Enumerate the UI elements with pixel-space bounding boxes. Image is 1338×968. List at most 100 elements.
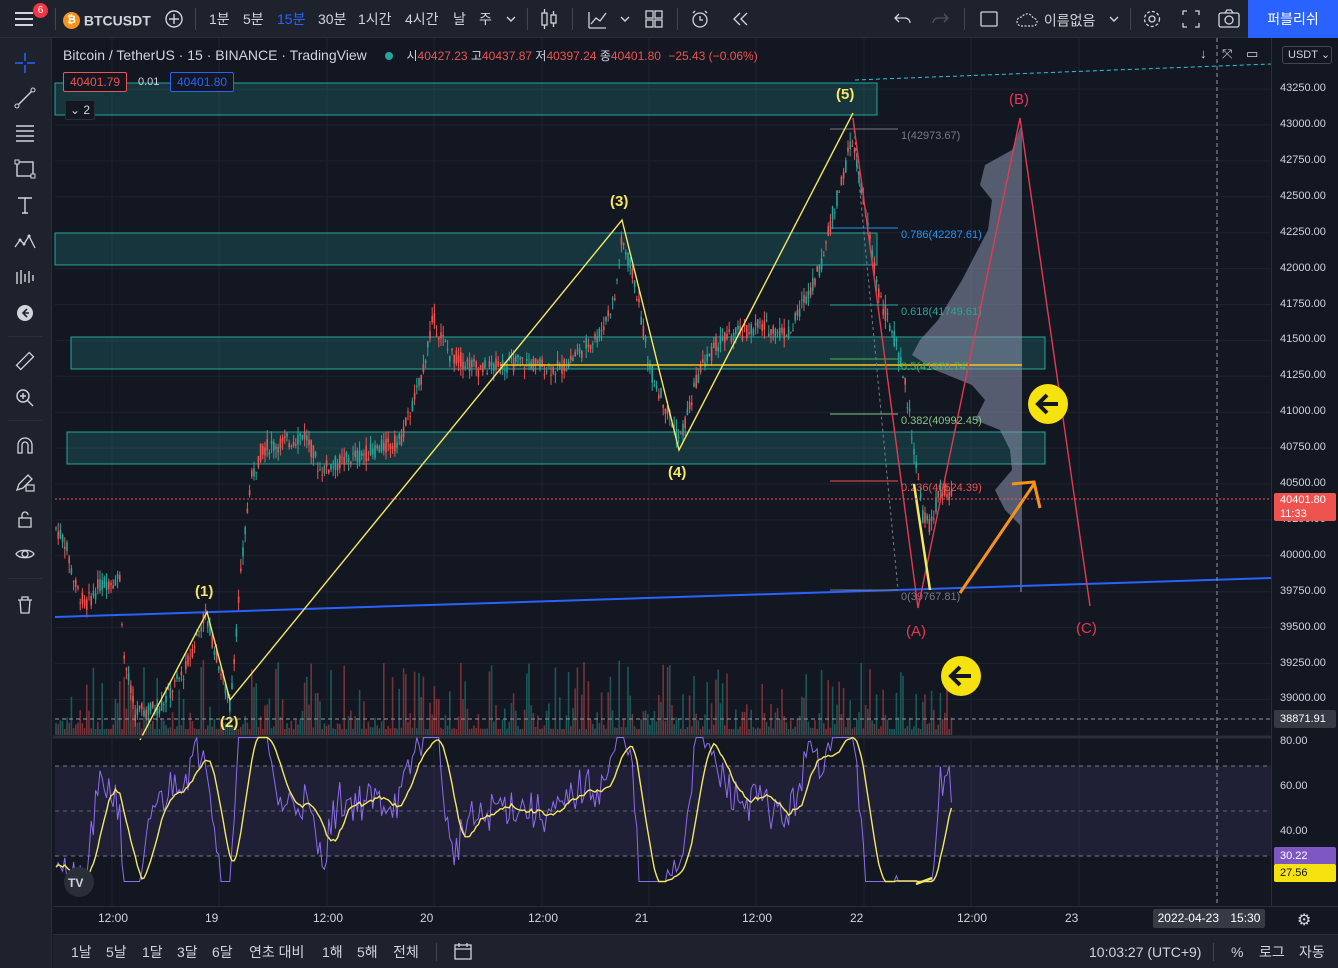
rectangle-tool-icon[interactable] xyxy=(10,154,40,184)
collapse-icon[interactable]: ⤧ xyxy=(1222,46,1233,61)
bid-price-box[interactable]: 40401.79 xyxy=(63,72,128,92)
crosshair-time: 15:30 xyxy=(1230,911,1261,925)
symbol-search-button[interactable]: ₿ BTCUSDT xyxy=(63,0,151,38)
price-label: 41500.00 xyxy=(1280,333,1326,346)
interval-1h[interactable]: 1시간 xyxy=(358,11,392,27)
replay-icon[interactable] xyxy=(729,0,751,38)
arrow-down-icon[interactable]: ↓ xyxy=(1200,46,1207,61)
divider xyxy=(1213,943,1214,961)
text-tool-icon[interactable] xyxy=(10,190,40,220)
log-scale-toggle[interactable]: 로그 xyxy=(1259,944,1285,960)
trendline-tool-icon[interactable] xyxy=(10,83,40,113)
indicators-dropdown-chevron-icon[interactable] xyxy=(618,0,632,38)
bar-countdown: 11:33 xyxy=(1280,508,1307,520)
last-price-value: 40401.80 xyxy=(1280,494,1326,506)
eye-icon[interactable] xyxy=(10,539,40,569)
wave-c-label: (C) xyxy=(1076,620,1097,637)
notification-badge: 6 xyxy=(33,3,48,18)
layout-grid-icon[interactable] xyxy=(643,0,665,38)
magnet-icon[interactable] xyxy=(10,431,40,461)
price-label: 42000.00 xyxy=(1280,261,1326,274)
ask-price-box[interactable]: 40401.80 xyxy=(170,72,235,92)
time-label: 19 xyxy=(205,911,219,925)
interval-1d[interactable]: 날 xyxy=(453,11,466,27)
menu-icon[interactable] xyxy=(14,0,36,38)
gear-icon[interactable]: ⚙ xyxy=(1297,912,1312,929)
fib-0-label: 0(39767.81) xyxy=(901,591,960,603)
layout-save-button[interactable]: 이름없음 xyxy=(1014,0,1095,38)
time-label: 12:00 xyxy=(313,911,344,925)
legend-title[interactable]: Bitcoin / TetherUS · 15 · BINANCE · Trad… xyxy=(63,47,367,63)
rsi-60-label: 60.00 xyxy=(1280,780,1308,792)
currency-select[interactable]: USDT ⌄ xyxy=(1282,46,1332,64)
interval-15m[interactable]: 15분 xyxy=(277,11,306,27)
crosshair-price-tag: 38871.91 xyxy=(1274,710,1336,728)
range-3m[interactable]: 3달 xyxy=(177,944,198,960)
interval-30m[interactable]: 30분 xyxy=(318,11,347,27)
indicators-icon[interactable] xyxy=(586,0,608,38)
candle-type-icon[interactable] xyxy=(538,0,560,38)
alert-clock-icon[interactable] xyxy=(689,0,711,38)
crosshair-icon[interactable] xyxy=(10,48,40,78)
percent-scale-toggle[interactable]: % xyxy=(1231,944,1244,960)
rsi-80-label: 80.00 xyxy=(1280,735,1308,747)
zoom-in-icon[interactable] xyxy=(10,383,40,413)
timezone-clock[interactable]: 10:03:27 (UTC+9) xyxy=(1089,944,1202,960)
back-arrow-icon[interactable] xyxy=(10,298,40,328)
volume-bars xyxy=(55,660,953,735)
divider xyxy=(572,8,573,30)
candlesticks xyxy=(55,132,953,727)
interval-1w[interactable]: 주 xyxy=(479,11,492,27)
time-label: 12:00 xyxy=(957,911,988,925)
chart-legend: Bitcoin / TetherUS · 15 · BINANCE · Trad… xyxy=(63,44,758,66)
range-5d[interactable]: 5날 xyxy=(106,944,127,960)
fib-05-label: 0.5(41370.74) xyxy=(901,361,970,373)
left-arrow-icon xyxy=(941,656,981,696)
rsi-ma-value-tag: 27.56 xyxy=(1274,864,1336,882)
dashed-trendline xyxy=(854,63,1271,81)
redo-icon[interactable] xyxy=(930,0,950,38)
range-all[interactable]: 전체 xyxy=(393,944,419,960)
auto-scale-toggle[interactable]: 자동 xyxy=(1299,944,1325,960)
price-label: 39500.00 xyxy=(1280,620,1326,633)
forecast-tool-icon[interactable] xyxy=(10,262,40,292)
interval-dropdown-chevron-icon[interactable] xyxy=(504,0,518,38)
settings-gear-icon[interactable] xyxy=(1141,0,1163,38)
undo-icon[interactable] xyxy=(893,0,913,38)
range-ytd[interactable]: 연초 대비 xyxy=(249,944,305,960)
interval-5m[interactable]: 5분 xyxy=(243,11,264,27)
elliott-wave-tool-icon[interactable] xyxy=(10,226,40,256)
lock-icon[interactable] xyxy=(10,504,40,534)
maximize-pane-icon[interactable]: ▭ xyxy=(1246,46,1259,61)
trash-icon[interactable] xyxy=(10,590,40,620)
rsi-indicator xyxy=(55,736,953,883)
layout-dropdown-chevron-icon[interactable] xyxy=(1107,0,1121,38)
zone-upper xyxy=(54,232,878,266)
price-axis[interactable]: USDT ⌄ 43250.00 43000.00 42750.00 42500.00 4… xyxy=(1271,38,1338,906)
time-axis[interactable]: 12:00 19 12:00 20 12:00 21 12:00 22 12:00 23 2022… xyxy=(53,906,1271,930)
interval-1m[interactable]: 1분 xyxy=(209,11,230,27)
range-1y[interactable]: 1해 xyxy=(322,944,343,960)
price-label: 41000.00 xyxy=(1280,405,1326,418)
fib-0382-label: 0.382(40992.45) xyxy=(901,415,982,427)
lock-drawing-pencil-icon[interactable] xyxy=(10,467,40,497)
fullscreen-icon[interactable] xyxy=(1180,0,1202,38)
goto-date-calendar-icon[interactable] xyxy=(453,935,473,968)
fib-1-label: 1(42973.67) xyxy=(901,130,960,142)
time-label: 12:00 xyxy=(742,911,773,925)
snapshot-camera-icon[interactable] xyxy=(1217,0,1241,38)
range-1d[interactable]: 1날 xyxy=(71,944,92,960)
range-6m[interactable]: 6달 xyxy=(212,944,233,960)
compare-plus-icon[interactable] xyxy=(163,0,185,38)
fullscreen-rect-icon[interactable] xyxy=(978,0,1000,38)
indicators-collapse-button[interactable]: ⌄ 2 xyxy=(65,100,95,120)
divider xyxy=(8,578,42,579)
range-5y[interactable]: 5해 xyxy=(357,944,378,960)
publish-button[interactable]: 퍼블리쉬 xyxy=(1248,0,1338,38)
range-1m[interactable]: 1달 xyxy=(142,944,163,960)
interval-4h[interactable]: 4시간 xyxy=(405,11,439,27)
price-chart[interactable]: 1(42973.67) 0.786(42287.61) 0.618(41749.… xyxy=(53,38,1271,906)
divider xyxy=(677,8,678,30)
fib-retracement-tool-icon[interactable] xyxy=(10,118,40,148)
ruler-icon[interactable] xyxy=(10,346,40,376)
